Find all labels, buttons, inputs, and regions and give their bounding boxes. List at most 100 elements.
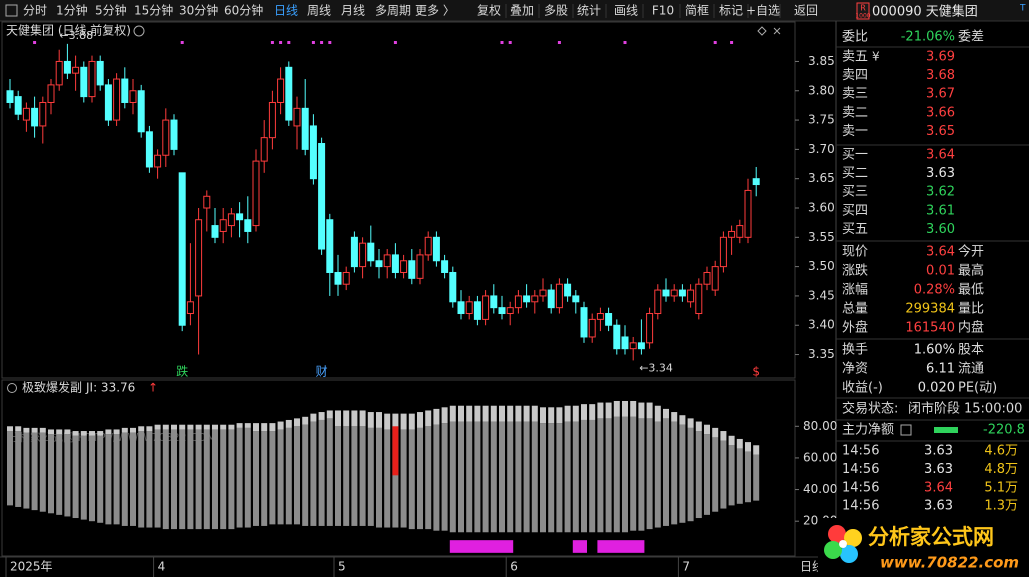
period-button[interactable]: 日线 — [274, 4, 298, 18]
candle-body — [564, 283, 572, 297]
candle-body — [473, 301, 481, 320]
period-button[interactable]: 15分钟 — [134, 3, 173, 18]
event-marker: 财 — [316, 365, 328, 379]
candle-body — [441, 260, 449, 273]
indicator-cap — [654, 405, 661, 422]
period-button[interactable]: 多周期 — [375, 4, 411, 18]
y-tick-label: 3.75 — [808, 113, 835, 127]
candle-body — [113, 78, 121, 121]
candle-body — [523, 295, 531, 303]
indicator-cap — [351, 410, 358, 427]
period-button[interactable]: 60分钟 — [224, 3, 263, 18]
period-button[interactable]: 1分钟 — [56, 3, 88, 18]
period-button[interactable]: 月线 — [341, 4, 365, 18]
indicator-cap — [162, 424, 169, 430]
indicator-cap — [449, 405, 456, 422]
signal-bar — [449, 540, 514, 553]
candle-body — [350, 236, 358, 268]
indicator-bar — [581, 419, 587, 533]
candle-body — [621, 336, 629, 350]
tool-button[interactable]: F10 — [652, 4, 674, 18]
ask-price: 3.69 — [926, 50, 955, 65]
menu-icon[interactable] — [5, 4, 18, 17]
badge — [856, 2, 870, 20]
y-tick-label: 3.60 — [808, 201, 835, 215]
signal-dot — [500, 41, 504, 44]
x-tick-label: 5 — [338, 560, 346, 574]
bid-price: 3.63 — [926, 166, 955, 181]
logo-url: www.70822.com — [880, 554, 1019, 572]
candle-body — [555, 283, 563, 309]
indicator-cap — [130, 427, 136, 433]
indicator-bar — [515, 421, 522, 533]
period-button[interactable]: 5分钟 — [95, 3, 127, 18]
candle-body — [244, 219, 252, 232]
tool-button[interactable]: 复权 — [477, 4, 501, 18]
tool-button[interactable]: +自选 — [746, 4, 780, 18]
tool-button[interactable]: 多股 — [544, 4, 568, 18]
ratio-label2: 委差 — [958, 30, 984, 45]
flow-icon[interactable] — [900, 424, 912, 436]
badge-top: R — [860, 4, 866, 13]
stat-value: 0.28% — [914, 283, 955, 298]
candle-body — [498, 307, 506, 315]
period-button[interactable]: 30分钟 — [179, 3, 218, 18]
candle-body — [728, 230, 736, 238]
candle-body — [400, 260, 408, 273]
title-icon[interactable] — [133, 25, 145, 37]
tool-button[interactable]: 叠加 — [510, 4, 534, 18]
indicator-bar — [113, 434, 120, 525]
indicator-cap — [187, 424, 194, 430]
indicator-cap — [236, 423, 243, 428]
trade-time: 14:56 — [842, 444, 879, 459]
tool-button[interactable]: 画线 — [614, 4, 638, 18]
candle-body — [424, 236, 432, 256]
stat-label2: 量比 — [958, 302, 984, 317]
tool-button[interactable]: 返回 — [794, 4, 818, 18]
close-icon[interactable] — [773, 27, 781, 35]
period-button[interactable]: 更多 〉 — [415, 4, 455, 18]
indicator-bar — [130, 432, 136, 526]
indicator-bar — [753, 454, 760, 501]
badge-bottom: 1000 — [855, 13, 870, 20]
candle-body — [80, 66, 88, 98]
stock-name: 000090 天健集团 — [872, 4, 978, 20]
trade-time: 14:56 — [842, 480, 879, 495]
ratio-label: 委比 — [842, 30, 868, 45]
indicator-cap — [220, 424, 227, 430]
stat2-label: 换手 — [842, 343, 868, 358]
candle-body — [752, 178, 760, 186]
indicator-bar — [335, 426, 341, 526]
period-button[interactable]: 分时 — [23, 4, 47, 18]
diamond-icon[interactable] — [757, 26, 767, 36]
indicator-bar — [425, 426, 432, 530]
indicator-cap — [523, 405, 530, 422]
candle-body — [539, 289, 547, 297]
candle-body — [711, 266, 719, 291]
indicator-cap — [663, 408, 669, 419]
tool-button[interactable]: 标记 — [719, 4, 743, 18]
period-button[interactable]: 周线 — [307, 4, 331, 18]
tool-button[interactable]: 统计 — [577, 4, 601, 18]
indicator-cap — [753, 445, 760, 455]
indicator-cap — [408, 413, 415, 430]
candle-body — [531, 295, 539, 303]
indicator-bar — [654, 421, 661, 528]
indicator-bar — [351, 426, 358, 526]
indicator-bar — [384, 429, 391, 528]
indicator-icon[interactable] — [7, 383, 17, 393]
indicator-cap — [417, 412, 423, 428]
tool-button[interactable]: 简框 — [685, 4, 709, 18]
chart-title: 天健集团 (日线,前复权) — [6, 23, 131, 38]
candle-body — [432, 236, 440, 262]
candle-body — [326, 219, 334, 273]
candle-body — [482, 295, 490, 320]
signal-dot — [270, 41, 274, 44]
stat2-value: 1.60% — [914, 343, 955, 358]
indicator-cap — [556, 407, 563, 424]
flow-label: 主力净额 — [842, 423, 894, 438]
indicator-cap — [704, 424, 710, 435]
indicator-cap — [56, 429, 63, 435]
indicator-title: 极致爆发副 — [22, 380, 82, 395]
candle-body — [703, 271, 711, 285]
